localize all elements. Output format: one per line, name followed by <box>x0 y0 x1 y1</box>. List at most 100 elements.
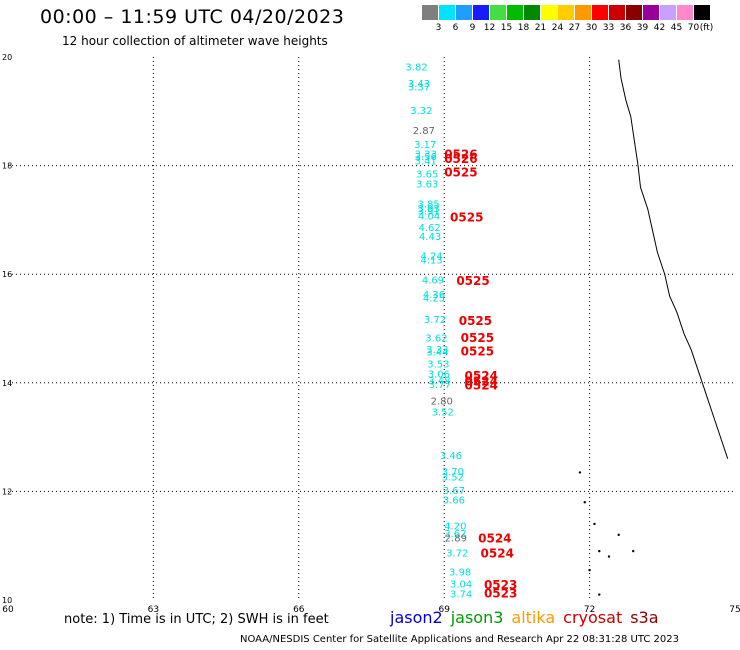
swh-label: 4.43 <box>419 232 441 243</box>
swh-label: 3.74 <box>450 589 472 600</box>
swh-label: 3.77 <box>429 380 451 391</box>
y-tick-label: 10 <box>2 596 12 605</box>
swh-label: 3.52 <box>432 407 454 418</box>
swh-label: 4.20 <box>444 521 466 532</box>
legend-swatch <box>422 5 439 20</box>
footer-note: note: 1) Time is in UTC; 2) SWH is in fe… <box>64 612 329 627</box>
swh-label: 2.89 <box>445 533 467 544</box>
island <box>617 533 620 537</box>
legend-swatch <box>609 5 626 20</box>
swh-label: 3.63 <box>416 179 438 190</box>
y-tick-label: 20 <box>2 53 12 62</box>
x-tick-label: 69 <box>438 605 450 615</box>
map-title: 00:00 – 11:59 UTC 04/20/2023 <box>40 6 345 28</box>
swh-label: 3.62 <box>444 529 466 540</box>
legend-label: 45 <box>670 23 683 33</box>
legend-swatch <box>439 5 456 20</box>
legend-label: 70 <box>687 23 700 33</box>
swh-label: 3.44 <box>426 348 448 359</box>
swh-label: 3.04 <box>450 580 472 591</box>
legend-label: 36 <box>619 23 632 33</box>
legend-swatch <box>677 5 694 20</box>
time-label: 0526 <box>444 148 477 162</box>
time-label: 0525 <box>450 211 483 225</box>
swh-label: 3.67 <box>443 486 465 497</box>
swh-label: 3.53 <box>427 360 449 371</box>
legend-label: 24 <box>551 23 564 33</box>
swh-label: 3.46 <box>440 451 462 462</box>
satellite-key: jason2 jason3 altika cryosat s3a <box>390 608 667 627</box>
map-subtitle: 12 hour collection of altimeter wave hei… <box>62 34 328 48</box>
time-label: 0525 <box>456 274 489 288</box>
swh-label: 4.24 <box>420 252 442 263</box>
time-label: 0525 <box>444 165 477 179</box>
time-label: 0524 <box>465 378 498 392</box>
legend-swatch <box>694 5 711 20</box>
swh-label: 3.48 <box>428 376 450 387</box>
swh-label: 3.33 <box>426 345 448 356</box>
swh-label: 3.41 <box>415 157 437 168</box>
legend-swatch <box>490 5 507 20</box>
legend-label: 39 <box>636 23 649 33</box>
legend-swatch <box>541 5 558 20</box>
swh-label: 4.25 <box>423 293 445 304</box>
island <box>607 555 611 558</box>
satellite-s3a: s3a <box>630 608 659 627</box>
island <box>588 568 591 572</box>
swh-label: 3.91 <box>418 206 440 217</box>
legend-label: 18 <box>517 23 530 33</box>
legend-label: 15 <box>500 23 513 33</box>
legend-swatch <box>626 5 643 20</box>
y-tick-label: 12 <box>2 487 12 496</box>
satellite-jason2: jason2 <box>390 608 443 627</box>
island <box>578 471 582 474</box>
legend-label: 27 <box>568 23 581 33</box>
legend-swatch <box>507 5 524 20</box>
swh-label: 3.06 <box>428 369 450 380</box>
legend-label: 33 <box>602 23 615 33</box>
swh-label: 3.65 <box>416 170 438 181</box>
swh-label: 3.43 <box>408 79 430 90</box>
legend-label: 9 <box>469 23 476 33</box>
time-label: 0524 <box>481 547 514 561</box>
time-label: 0525 <box>459 314 492 328</box>
y-tick-label: 18 <box>2 162 12 171</box>
swh-label: 3.85 <box>418 199 440 210</box>
legend-swatch <box>592 5 609 20</box>
island <box>632 549 635 553</box>
coastline <box>618 59 729 459</box>
swh-label: 3.32 <box>410 106 432 117</box>
time-label: 0524 <box>465 375 498 389</box>
satellite-jason3: jason3 <box>450 608 504 627</box>
x-tick-label: 66 <box>293 605 305 615</box>
time-label: 0523 <box>484 578 517 592</box>
legend-swatch <box>643 5 660 20</box>
swh-label: 3.52 <box>442 473 464 484</box>
swh-label: 2.87 <box>413 126 435 137</box>
x-tick-label: 63 <box>148 605 159 615</box>
swh-label: 3.56 <box>415 152 437 163</box>
time-label: 0524 <box>478 531 511 545</box>
time-label: 0525 <box>461 331 494 345</box>
island <box>598 593 601 596</box>
legend-unit: (ft) <box>699 23 714 33</box>
swh-label: 2.80 <box>431 397 453 408</box>
time-label: 0525 <box>461 345 494 359</box>
swh-label: 3.66 <box>443 495 465 506</box>
time-label: 0523 <box>484 586 517 600</box>
swh-label: 4.36 <box>423 290 445 301</box>
swh-label: 4.04 <box>418 211 440 222</box>
swh-label: 3.62 <box>425 334 447 345</box>
swh-label: 4.69 <box>422 275 444 286</box>
legend-label: 30 <box>585 23 598 33</box>
credit-line: NOAA/NESDIS Center for Satellite Applica… <box>240 634 679 645</box>
island <box>583 501 586 504</box>
x-tick-label: 60 <box>2 605 14 615</box>
y-tick-label: 16 <box>2 270 12 279</box>
swh-label: 3.82 <box>405 63 427 74</box>
legend-swatch <box>558 5 575 20</box>
swh-label: 3.17 <box>414 140 436 151</box>
island <box>598 549 601 553</box>
legend-swatch <box>473 5 490 20</box>
time-label: 0526 <box>444 152 477 166</box>
